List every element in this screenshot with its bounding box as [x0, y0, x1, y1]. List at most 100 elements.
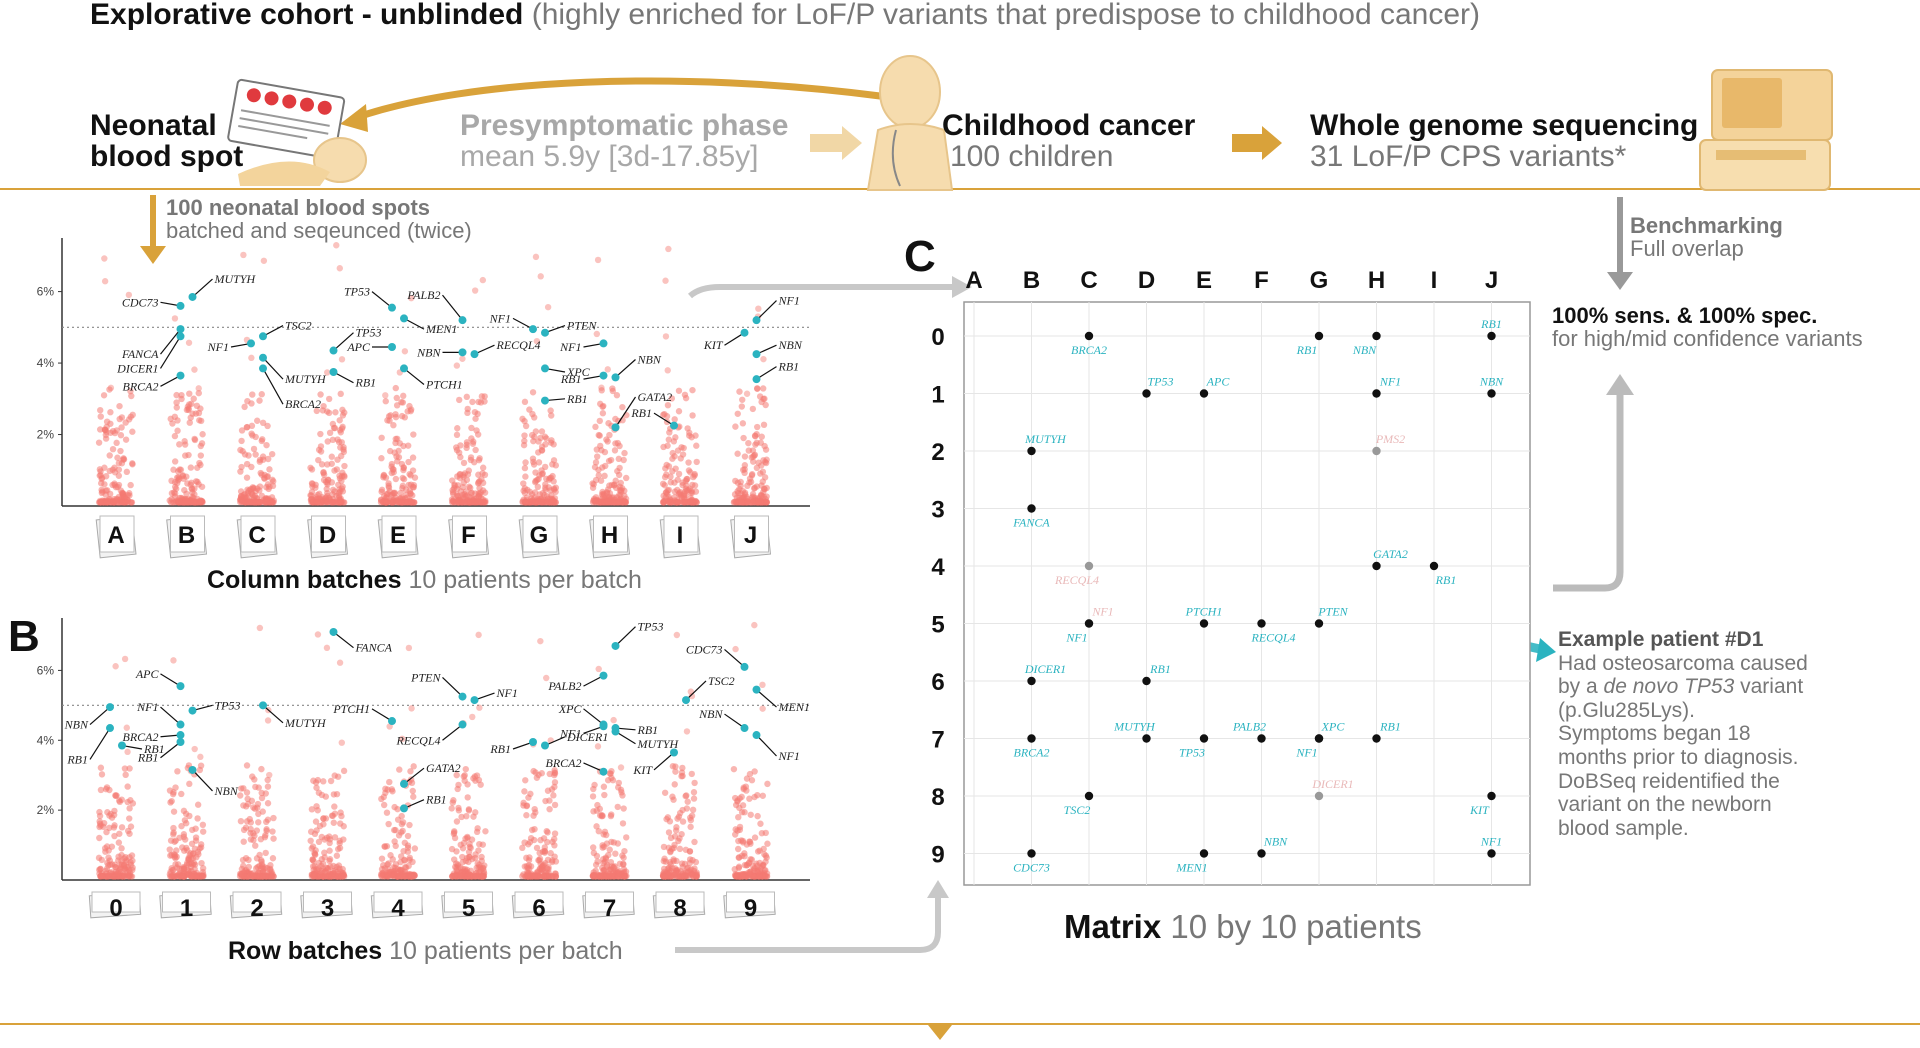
- background-point: [759, 468, 767, 476]
- background-point: [109, 445, 117, 453]
- matrix-row-label: 7: [931, 727, 944, 754]
- background-point: [734, 488, 741, 495]
- background-point: [455, 449, 463, 456]
- background-point: [743, 841, 751, 848]
- example-title: Example patient #D1: [1558, 628, 1764, 651]
- background-point: [180, 807, 188, 815]
- sheet-front: [726, 891, 775, 913]
- variant-point: [599, 371, 608, 380]
- background-point: [97, 764, 105, 771]
- background-point: [448, 805, 455, 812]
- matrix-column-label: C: [1080, 267, 1097, 294]
- background-point: [190, 395, 197, 402]
- background-point: [543, 498, 551, 505]
- background-point: [609, 872, 616, 880]
- matrix-point: [1314, 619, 1324, 628]
- variant-label: NBN: [214, 784, 239, 798]
- background-point: [615, 455, 623, 463]
- variant-label: PTCH1: [332, 702, 370, 716]
- matrix-point: [1314, 734, 1324, 743]
- background-point: [197, 417, 205, 425]
- outlier-point: [399, 735, 406, 743]
- background-point: [399, 474, 406, 482]
- background-point: [621, 873, 629, 880]
- background-point: [751, 834, 759, 841]
- background-point: [410, 431, 417, 438]
- background-point: [738, 403, 746, 410]
- variant-label: FANCA: [121, 347, 159, 361]
- background-point: [116, 830, 123, 837]
- variant-label: GATA2: [638, 390, 673, 404]
- background-point: [451, 482, 458, 490]
- background-point: [750, 499, 757, 506]
- outlier-point: [123, 724, 130, 731]
- variant-label: NBN: [416, 345, 441, 359]
- background-point: [676, 845, 684, 853]
- variant-label: TP53: [638, 620, 664, 634]
- background-point: [673, 499, 680, 506]
- background-point: [96, 808, 103, 816]
- background-point: [529, 410, 536, 418]
- background-point: [671, 453, 678, 460]
- background-point: [243, 762, 251, 769]
- background-point: [609, 385, 616, 392]
- column-batches-caption: Column batches 10 patients per batch: [207, 566, 642, 595]
- variant-label: NF1: [496, 686, 518, 700]
- batch-label: I: [677, 522, 684, 549]
- background-point: [680, 869, 687, 877]
- background-point: [117, 432, 125, 439]
- variant-label: NBN: [778, 338, 803, 352]
- background-point: [380, 793, 387, 801]
- background-point: [184, 480, 191, 487]
- background-point: [620, 456, 627, 464]
- background-point: [196, 845, 203, 852]
- variant-label: MEN1: [425, 322, 457, 336]
- background-point: [734, 798, 741, 805]
- background-point: [522, 422, 530, 430]
- background-point: [315, 446, 323, 454]
- background-point: [171, 852, 179, 859]
- background-point: [754, 423, 761, 431]
- background-point: [174, 427, 181, 434]
- background-point: [97, 499, 104, 506]
- outlier-point: [191, 366, 198, 373]
- background-point: [241, 873, 249, 880]
- background-point: [398, 820, 406, 828]
- background-point: [671, 781, 678, 788]
- stage-childhood: Childhood cancer 100 children: [942, 110, 1195, 172]
- variant-point: [599, 339, 608, 348]
- background-point: [127, 481, 134, 489]
- variant-point: [247, 339, 255, 348]
- background-point: [749, 405, 757, 413]
- background-point: [672, 768, 679, 775]
- variant-leader-line: [442, 724, 463, 741]
- background-point: [341, 873, 348, 880]
- background-point: [751, 793, 758, 801]
- background-point: [109, 427, 117, 435]
- background-point: [118, 424, 125, 431]
- background-point: [521, 432, 528, 439]
- example-line-6: DoBSeq reidentified the: [1558, 769, 1780, 793]
- panel-label-c: C: [904, 232, 936, 281]
- background-point: [197, 452, 205, 459]
- background-point: [238, 437, 245, 445]
- background-point: [763, 498, 770, 506]
- background-point: [757, 499, 764, 506]
- background-point: [472, 809, 479, 816]
- row-to-matrix-arrowhead-icon: [927, 880, 949, 898]
- title-rest: (highly enriched for LoF/P variants that…: [531, 0, 1481, 31]
- variant-point: [176, 738, 185, 747]
- background-point: [672, 870, 680, 877]
- background-point: [171, 413, 179, 421]
- background-point: [320, 778, 327, 785]
- background-point: [318, 833, 326, 841]
- background-point: [544, 838, 551, 846]
- background-point: [324, 866, 332, 873]
- variant-point: [106, 703, 114, 712]
- background-point: [96, 472, 103, 479]
- background-point: [600, 843, 608, 850]
- outlier-point: [476, 704, 483, 711]
- background-point: [411, 845, 419, 852]
- background-point: [170, 824, 177, 832]
- matrix-point: [1027, 446, 1036, 456]
